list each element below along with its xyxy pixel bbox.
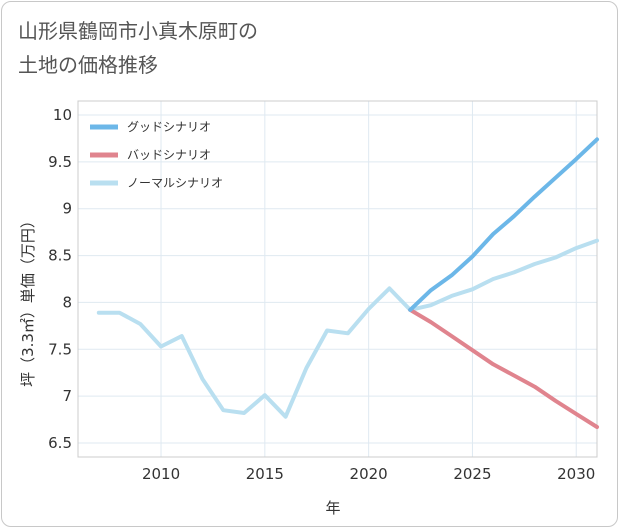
legend-label: ノーマルシナリオ (127, 176, 223, 190)
y-tick-label: 8.5 (48, 247, 72, 265)
y-tick-label: 9 (62, 200, 72, 218)
x-tick-label: 2010 (142, 465, 180, 483)
plot-area-border (77, 100, 598, 458)
y-tick-label: 6.5 (48, 434, 72, 452)
x-tick-label: 2025 (453, 465, 491, 483)
series-line (96, 238, 599, 419)
x-axis-label: 年 (325, 499, 340, 517)
series-lines (96, 137, 599, 429)
gridlines (78, 101, 597, 457)
plot-area-background (78, 101, 597, 457)
x-tick-label: 2015 (246, 465, 284, 483)
y-tick-label: 8 (62, 293, 72, 311)
chart-title-line-2: 土地の価格推移 (18, 53, 158, 77)
y-tick-label: 9.5 (48, 153, 72, 171)
x-tick-label: 2030 (557, 465, 595, 483)
x-axis-ticks: 2010 2015 2020 2025 2030 (142, 465, 595, 483)
legend-label: バッドシナリオ (127, 148, 211, 162)
y-tick-label: 10 (53, 106, 72, 124)
chart-title-line-1: 山形県鶴岡市小真木原町の (18, 19, 258, 43)
legend-label: グッドシナリオ (127, 120, 211, 134)
y-axis-ticks: 6.5 7 7.5 8 8.5 9 9.5 10 (48, 106, 72, 452)
y-tick-label: 7.5 (48, 340, 72, 358)
x-tick-label: 2020 (350, 465, 388, 483)
y-tick-label: 7 (62, 387, 72, 405)
y-axis-label: 坪（3.3㎡）単価（万円） (19, 213, 37, 387)
series-line (408, 307, 599, 429)
chart-title: 山形県鶴岡市小真木原町の 土地の価格推移 (18, 14, 258, 82)
series-line (408, 137, 599, 312)
